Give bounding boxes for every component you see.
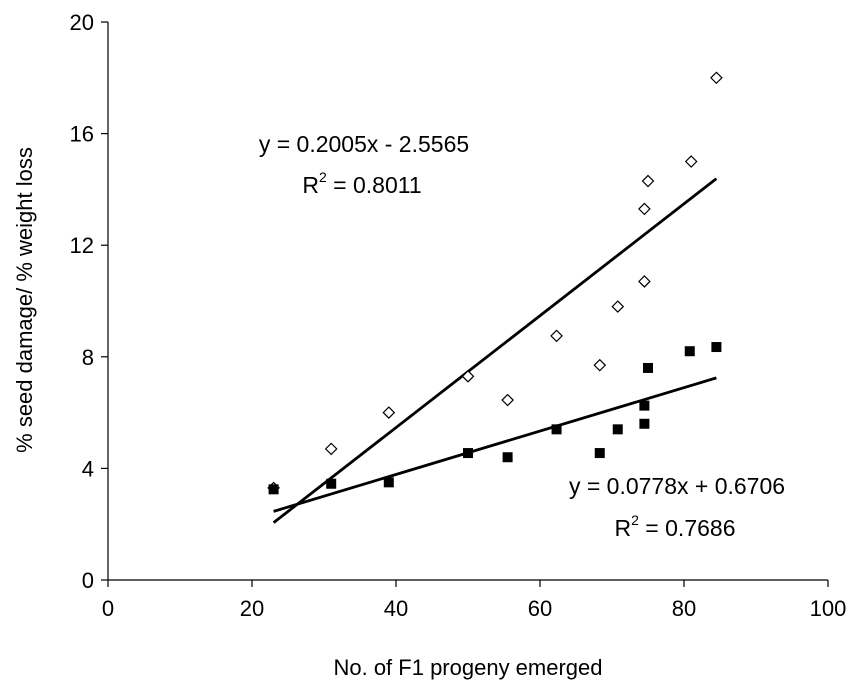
square-point [643,362,653,373]
diamond-point [593,358,607,372]
diamond-point [324,442,338,456]
tick-labels: 0 4 8 12 16 20 0 20 40 60 80 100 [70,10,847,621]
equation-series-1: y = 0.2005x - 2.5565 [259,131,469,157]
r-squared-series-1: R2 = 0.8011 [302,169,421,198]
square-point [711,342,722,353]
y-axis-title: % seed damage/ % weight loss [12,147,37,453]
diamond-point [710,71,723,85]
diamond-point [684,155,698,168]
diamond-point [461,369,475,383]
x-tick-label: 0 [102,596,114,621]
x-tick-label: 60 [528,596,552,621]
diamond-point [382,406,396,419]
diamond-point [641,174,655,188]
data-points [267,71,723,495]
y-tick-label: 8 [82,345,94,370]
axes [101,21,829,587]
y-tick-label: 12 [70,233,94,258]
trendlines [272,177,718,524]
x-axis-title: No. of F1 progeny emerged [333,655,602,680]
trendline-series-2 [273,376,717,513]
y-tick-label: 4 [82,456,94,481]
r-squared-series-2: R2 = 0.7686 [615,512,736,541]
diamond-point [638,275,651,288]
square-point [502,452,513,463]
diamond-point [638,202,651,216]
diamond-point [550,329,563,343]
y-tick-label: 0 [82,568,94,593]
square-point [326,478,337,489]
square-point [639,400,650,411]
square-point [383,477,394,488]
x-tick-label: 20 [240,596,264,621]
square-point [551,424,562,435]
trendline-series-1 [272,177,718,524]
y-tick-label: 16 [70,122,94,147]
x-tick-label: 80 [672,596,696,621]
square-point [594,448,605,459]
square-point [684,346,695,357]
square-point [639,418,650,429]
x-tick-label: 40 [384,596,408,621]
equation-series-2: y = 0.0778x + 0.6706 [569,473,785,499]
square-point [612,424,623,435]
square-point [268,484,279,495]
diamond-point [501,393,514,407]
x-tick-label: 100 [810,596,847,621]
square-point [463,448,473,459]
y-tick-label: 20 [70,10,94,35]
diamond-point [611,300,625,313]
